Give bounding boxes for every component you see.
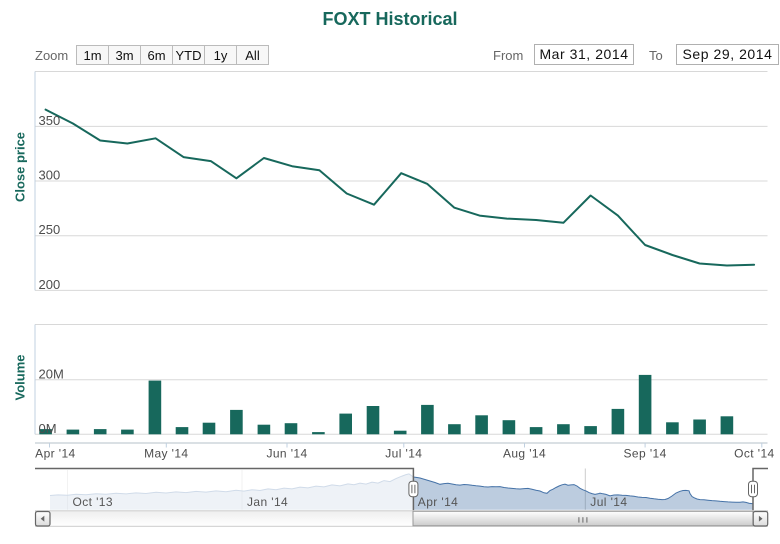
svg-text:Volume: Volume <box>13 355 28 401</box>
svg-text:200: 200 <box>39 277 61 292</box>
svg-text:Aug '14: Aug '14 <box>503 447 546 461</box>
svg-text:Sep '14: Sep '14 <box>624 447 667 461</box>
svg-text:Apr '14: Apr '14 <box>35 447 75 461</box>
svg-text:Oct '14: Oct '14 <box>734 447 774 461</box>
svg-text:May '14: May '14 <box>144 447 188 461</box>
svg-text:Close price: Close price <box>13 132 28 202</box>
svg-text:250: 250 <box>39 222 61 237</box>
svg-text:20M: 20M <box>39 366 64 381</box>
svg-text:Jan '14: Jan '14 <box>247 495 288 509</box>
svg-text:350: 350 <box>39 113 61 128</box>
svg-text:Jun '14: Jun '14 <box>266 447 307 461</box>
svg-text:Jul '14: Jul '14 <box>590 495 627 509</box>
svg-text:Jul '14: Jul '14 <box>385 447 422 461</box>
svg-text:Apr '14: Apr '14 <box>418 495 458 509</box>
svg-text:Oct '13: Oct '13 <box>73 495 113 509</box>
svg-text:300: 300 <box>39 168 61 183</box>
svg-text:0M: 0M <box>39 421 57 436</box>
